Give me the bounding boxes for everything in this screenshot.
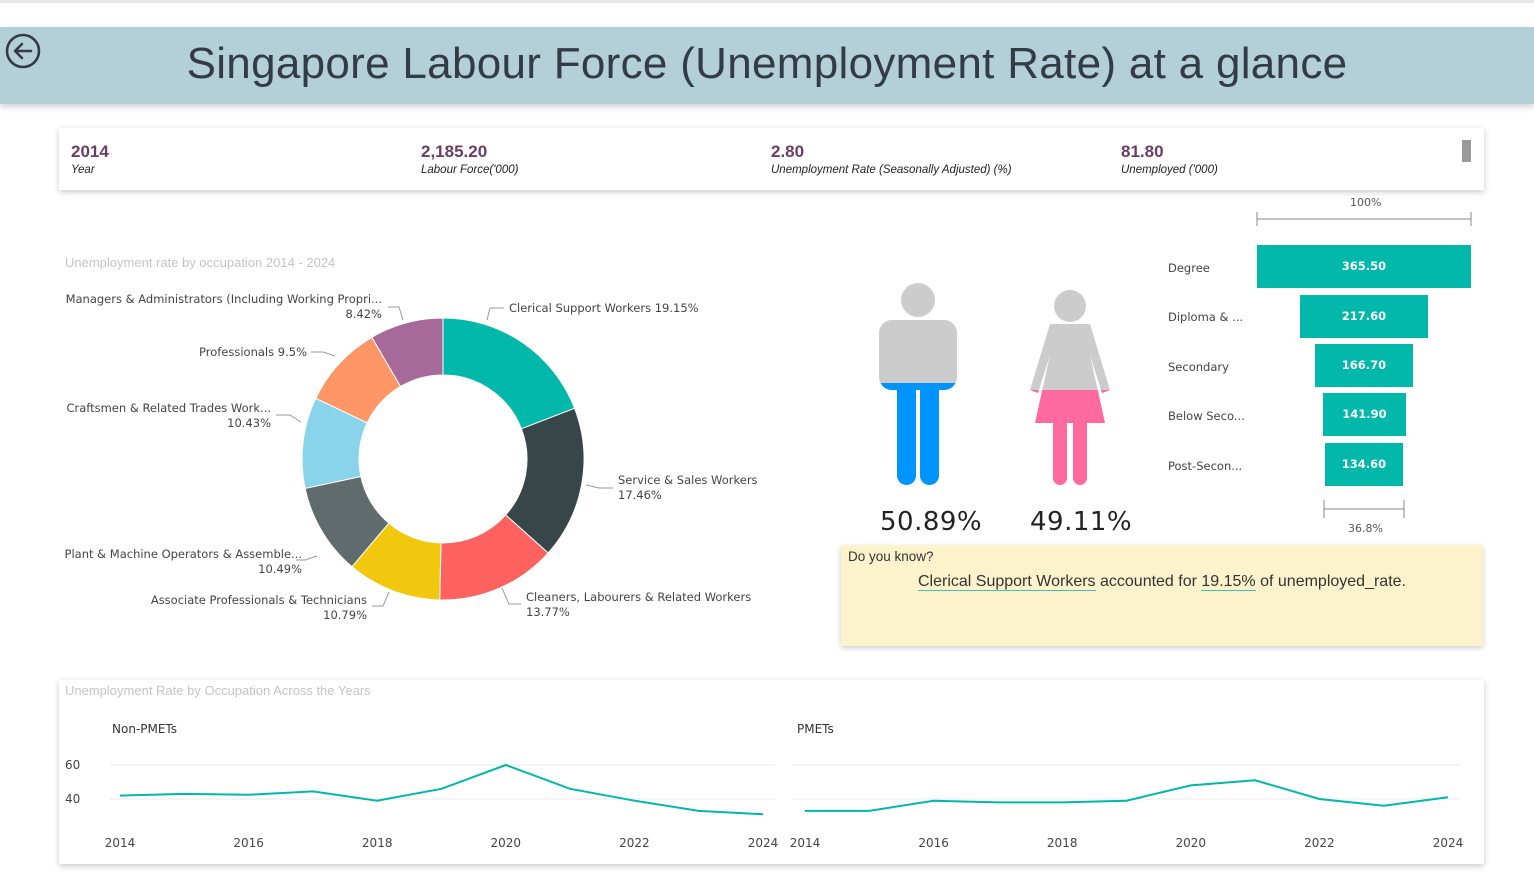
male-percentage: 50.89% <box>880 507 983 537</box>
kpi-scrollbar[interactable] <box>1462 140 1471 162</box>
nonpmets-x-tick: 2020 <box>491 836 522 850</box>
line-charts-card <box>59 680 1484 864</box>
nonpmets-x-tick: 2014 <box>105 836 136 850</box>
did-you-know-mid: accounted for <box>1095 573 1202 590</box>
nonpmets-x-tick: 2018 <box>362 836 393 850</box>
pmets-x-tick: 2024 <box>1433 836 1464 850</box>
line-charts[interactable]: 2014 2016 2018 2020 2022 2024 40 60 2014 2016 2018… <box>0 680 1534 864</box>
donut-label-cleaners-name: Cleaners, Labourers & Related Workers <box>526 590 751 604</box>
nonpmets-chart-title: Non-PMETs <box>112 722 177 736</box>
donut-label-craftsmen-pct: 10.43% <box>227 416 271 430</box>
donut-label-service-pct: 17.46% <box>618 488 662 502</box>
donut-label-clerical: Clerical Support Workers 19.15% <box>509 301 699 315</box>
donut-label-managers-pct: 8.42% <box>345 307 382 321</box>
nonpmets-series-line[interactable] <box>119 763 764 816</box>
funnel-label-degree: Degree <box>1168 261 1210 275</box>
kpi-year-label: Year <box>71 164 95 176</box>
funnel-label-below-secondary: Below Seco... <box>1168 409 1245 423</box>
nonpmets-x-tick: 2024 <box>748 836 779 850</box>
funnel-label-secondary: Secondary <box>1168 360 1229 374</box>
pmets-chart-title: PMETs <box>797 722 834 736</box>
kpi-year-value: 2014 <box>71 142 109 161</box>
page-title: Singapore Labour Force (Unemployment Rat… <box>186 39 1348 88</box>
did-you-know-heading: Do you know? <box>848 549 934 564</box>
line-section-title: Unemployment Rate by Occupation Across t… <box>65 683 371 698</box>
pmets-x-tick: 2018 <box>1047 836 1078 850</box>
kpi-year: 2014 Year <box>71 142 109 176</box>
funnel-label-diploma: Diploma & ... <box>1168 310 1244 324</box>
pmets-x-tick: 2014 <box>790 836 821 850</box>
occupation-donut-chart[interactable]: Clerical Support Workers 19.15% Service … <box>0 0 800 660</box>
donut-label-craftsmen-name: Craftsmen & Related Trades Work... <box>66 401 271 415</box>
female-percentage: 49.11% <box>1030 507 1133 537</box>
pmets-x-tick: 2016 <box>918 836 949 850</box>
pmets-x-tick: 2022 <box>1304 836 1335 850</box>
male-figure-icon <box>879 283 957 485</box>
did-you-know-tail: of unemployed_rate. <box>1255 573 1406 590</box>
nonpmets-y-tick: 40 <box>65 792 80 806</box>
nonpmets-x-tick: 2022 <box>619 836 650 850</box>
did-you-know-pct: 19.15% <box>1201 573 1256 591</box>
kpi-labour-force: 2,185.20 Labour Force('000) <box>421 142 518 176</box>
kpi-unemployed: 81.80 Unemployed ('000) <box>1121 142 1218 176</box>
kpi-labour-force-value: 2,185.20 <box>421 142 488 161</box>
funnel-top-bracket <box>1256 212 1472 226</box>
nonpmets-y-tick: 60 <box>65 758 80 772</box>
funnel-label-post-secondary: Post-Secon... <box>1168 459 1243 473</box>
kpi-unemployment-rate-label: Unemployment Rate (Seasonally Adjusted) … <box>771 164 1012 176</box>
kpi-unemployment-rate: 2.80 Unemployment Rate (Seasonally Adjus… <box>771 142 1012 176</box>
donut-chart-title: Unemployment rate by occupation 2014 - 2… <box>65 255 336 270</box>
funnel-bottom-label: 36.8% <box>1348 522 1383 535</box>
donut-label-service-name: Service & Sales Workers <box>618 473 758 487</box>
funnel-top-label: 100% <box>1350 196 1382 209</box>
donut-label-professionals: Professionals 9.5% <box>199 345 307 359</box>
kpi-labour-force-label: Labour Force('000) <box>421 164 519 176</box>
nonpmets-x-tick: 2016 <box>233 836 264 850</box>
donut-slice-managers[interactable] <box>371 317 444 388</box>
funnel-bar-diploma[interactable]: 217.60 <box>1300 295 1428 338</box>
funnel-bar-degree[interactable]: 365.50 <box>1257 245 1471 288</box>
donut-label-managers-name: Managers & Administrators (Including Wor… <box>66 292 382 306</box>
female-figure-icon <box>1030 290 1110 485</box>
donut-label-plant-name: Plant & Machine Operators & Assemble... <box>65 547 302 561</box>
funnel-bar-secondary[interactable]: 166.70 <box>1315 344 1413 387</box>
did-you-know-text: Clerical Support Workers accounted for 1… <box>841 573 1483 591</box>
title-banner: Singapore Labour Force (Unemployment Rat… <box>0 27 1534 104</box>
donut-label-associate-name: Associate Professionals & Technicians <box>151 593 367 607</box>
did-you-know-subject: Clerical Support Workers <box>918 573 1096 591</box>
did-you-know-card: Do you know? Clerical Support Workers ac… <box>841 545 1483 646</box>
kpi-card: 2014 Year 2,185.20 Labour Force('000) 2.… <box>59 128 1484 190</box>
gender-pictogram <box>879 283 1110 485</box>
donut-slice-clerical[interactable] <box>442 317 576 430</box>
kpi-unemployment-rate-value: 2.80 <box>771 142 805 161</box>
kpi-unemployed-value: 81.80 <box>1121 142 1164 161</box>
pmets-series-line[interactable] <box>805 779 1449 812</box>
back-arrow-circle-icon[interactable] <box>4 32 42 70</box>
funnel-bar-below-secondary[interactable]: 141.90 <box>1323 393 1406 436</box>
kpi-unemployed-label: Unemployed ('000) <box>1121 164 1218 176</box>
funnel-bar-post-secondary[interactable]: 134.60 <box>1325 443 1403 486</box>
pmets-x-tick: 2020 <box>1176 836 1207 850</box>
donut-label-cleaners-pct: 13.77% <box>526 605 570 619</box>
donut-label-associate-pct: 10.79% <box>323 608 367 622</box>
top-border <box>0 0 1534 3</box>
funnel-bottom-bracket <box>1323 500 1405 518</box>
donut-label-plant-pct: 10.49% <box>258 562 302 576</box>
